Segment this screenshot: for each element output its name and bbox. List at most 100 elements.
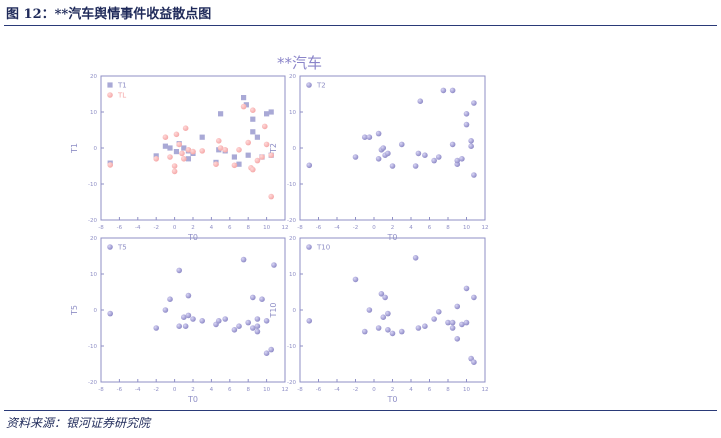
data-point [153, 325, 159, 331]
data-point [415, 150, 422, 157]
data-point [454, 157, 461, 164]
y-tick-label: -20 [287, 380, 296, 386]
x-tick-label: 2 [191, 387, 195, 393]
y-tick-label: 10 [289, 272, 296, 278]
legend-label: T1 [117, 82, 127, 90]
plot-frame [100, 237, 286, 383]
y-tick-label: 20 [289, 74, 296, 80]
data-point [398, 328, 405, 335]
data-point [171, 163, 178, 169]
series-t1 [107, 95, 274, 167]
data-point [250, 129, 256, 135]
data-point [173, 131, 180, 138]
data-point [245, 139, 251, 146]
x-tick-label: 4 [409, 225, 413, 231]
data-point [412, 254, 419, 261]
data-point [263, 350, 270, 357]
data-point [385, 327, 391, 333]
x-tick-label: -2 [153, 225, 158, 231]
data-point [306, 162, 313, 169]
data-point [468, 143, 474, 149]
x-tick-label: -4 [135, 387, 141, 393]
data-point [268, 109, 274, 115]
series-t2 [306, 87, 477, 178]
data-point [199, 318, 205, 324]
x-tick-label: 2 [391, 225, 395, 231]
series-tl [107, 103, 275, 200]
data-point [162, 143, 168, 149]
data-point [190, 148, 196, 155]
x-tick-label: 12 [482, 225, 489, 231]
top-rule [4, 25, 717, 26]
data-point [241, 95, 247, 101]
data-point [250, 166, 256, 173]
data-point [167, 296, 173, 303]
data-point [245, 319, 251, 326]
data-point [231, 327, 238, 333]
x-tick-label: 0 [372, 387, 376, 393]
x-tick-label: -6 [117, 225, 123, 231]
x-tick-label: -2 [153, 387, 158, 393]
data-point [245, 152, 251, 158]
data-point [382, 294, 388, 301]
x-tick-label: 4 [210, 387, 214, 393]
data-point [361, 328, 368, 335]
data-point [268, 193, 275, 200]
data-point [263, 141, 270, 148]
data-point [271, 262, 277, 268]
data-point [176, 267, 182, 274]
data-point [389, 330, 396, 337]
data-point [417, 98, 424, 104]
data-point [199, 148, 205, 154]
x-tick-label: 6 [228, 387, 232, 393]
data-point [463, 121, 470, 128]
data-point [412, 163, 419, 169]
data-point [217, 145, 224, 151]
x-tick-label: 6 [228, 225, 232, 231]
data-point [440, 87, 447, 94]
data-point [389, 163, 396, 169]
x-tick-label: 10 [263, 225, 270, 231]
data-point [181, 145, 187, 151]
legend-label: T5 [117, 244, 127, 252]
y-axis-label: T1 [70, 143, 79, 154]
x-tick-label: 8 [246, 225, 250, 231]
data-point [449, 325, 456, 331]
data-point [213, 161, 219, 167]
data-point [167, 154, 173, 160]
x-tick-label: 12 [282, 225, 289, 231]
x-tick-label: 10 [263, 387, 270, 393]
data-point [254, 328, 261, 335]
x-tick-label: -8 [297, 387, 303, 393]
data-point [107, 162, 113, 168]
legend-label: T10 [316, 244, 330, 252]
data-point [259, 154, 265, 160]
legend-marker [306, 244, 312, 250]
x-tick-label: -4 [135, 225, 141, 231]
x-tick-label: 10 [463, 387, 470, 393]
data-point [378, 291, 385, 297]
data-point [361, 134, 368, 140]
data-point [254, 157, 261, 164]
data-point [415, 325, 422, 331]
data-point [250, 107, 256, 113]
y-axis-label: T10 [269, 302, 278, 318]
data-point [222, 147, 228, 153]
data-point [182, 125, 189, 131]
data-point [107, 310, 113, 317]
data-point [179, 150, 185, 157]
data-point [259, 296, 265, 303]
y-axis-label: T5 [70, 305, 79, 316]
data-point [306, 318, 313, 324]
data-point [445, 319, 451, 326]
data-point [162, 134, 169, 140]
data-point [250, 294, 256, 301]
x-tick-label: -2 [353, 387, 358, 393]
x-tick-label: 10 [463, 225, 470, 231]
data-point [449, 319, 456, 326]
data-point [222, 316, 228, 322]
data-point [471, 172, 477, 178]
data-point [375, 156, 382, 162]
series-t5 [107, 256, 277, 357]
data-point [435, 154, 442, 160]
